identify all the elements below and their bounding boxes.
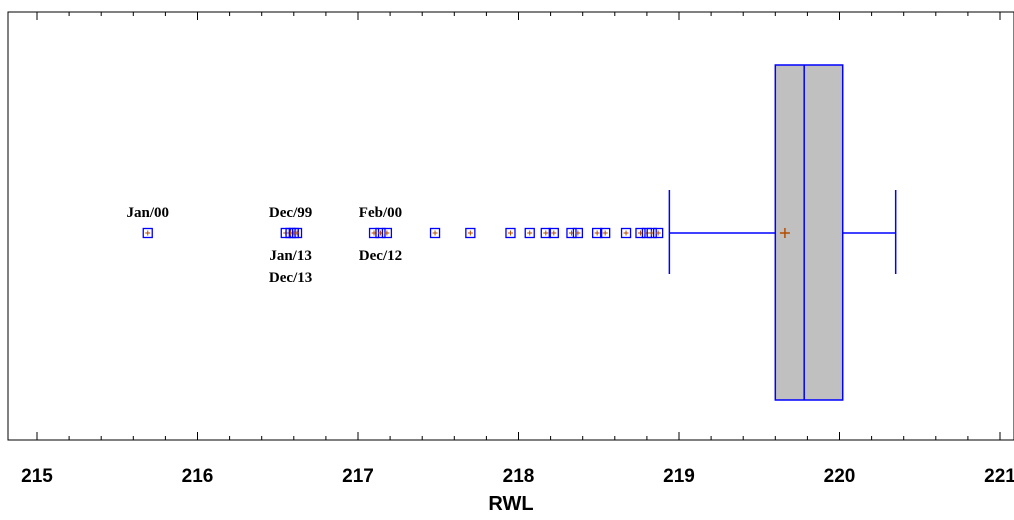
outlier-square: [572, 227, 584, 239]
outlier-label: Jan/00: [126, 205, 169, 221]
outlier-square: [429, 227, 441, 239]
outlier-square: [652, 227, 664, 239]
outlier-point: [620, 227, 632, 239]
x-tick-label: 219: [663, 466, 695, 487]
x-tick-label: 215: [21, 466, 53, 487]
outlier-square: [465, 227, 476, 239]
outlier-point: [548, 227, 559, 239]
outlier-square: [620, 227, 632, 239]
outlier-label: Dec/12: [359, 248, 402, 264]
x-tick-label: 218: [503, 466, 535, 487]
whiskers: [668, 190, 897, 274]
outlier-point: [505, 227, 516, 239]
outlier-square: [291, 227, 303, 239]
x-tick-label: 220: [824, 466, 856, 487]
outlier-point: [652, 227, 664, 239]
outlier-square: [548, 227, 559, 239]
outlier-point: [429, 227, 441, 239]
plot-frame: [7, 11, 1014, 441]
outlier-point: [600, 227, 611, 239]
outlier-square: [142, 227, 153, 239]
outlier-square: [540, 227, 551, 239]
outlier-label: Jan/13: [269, 248, 312, 264]
outlier-point: [142, 227, 153, 239]
outlier-points: [142, 227, 664, 239]
outlier-label: Dec/13: [269, 270, 312, 286]
x-axis-ticks: 215 216 217 218 219 220 221: [21, 12, 1014, 487]
outlier-point: [465, 227, 476, 239]
outlier-square: [505, 227, 516, 239]
outlier-square: [591, 227, 603, 239]
x-tick-label: 217: [342, 466, 374, 487]
x-tick-label: 216: [182, 466, 214, 487]
outlier-label: Feb/00: [359, 205, 402, 221]
mean-marker: [779, 228, 790, 238]
outlier-point: [591, 227, 603, 239]
outlier-point: [572, 227, 584, 239]
outlier-point: [291, 227, 303, 239]
outlier-point: [524, 227, 535, 239]
outlier-square: [524, 227, 535, 239]
outlier-square: [600, 227, 611, 239]
outlier-label: Dec/99: [269, 205, 312, 221]
outlier-square: [381, 227, 393, 239]
x-tick-label: 221: [984, 466, 1014, 487]
outlier-annotations: Jan/00 Dec/99 Jan/13 Dec/13 Feb/00 Dec/12: [126, 205, 402, 286]
outlier-point: [540, 227, 551, 239]
x-axis-title: RWL: [488, 493, 533, 515]
outlier-point: [381, 227, 393, 239]
